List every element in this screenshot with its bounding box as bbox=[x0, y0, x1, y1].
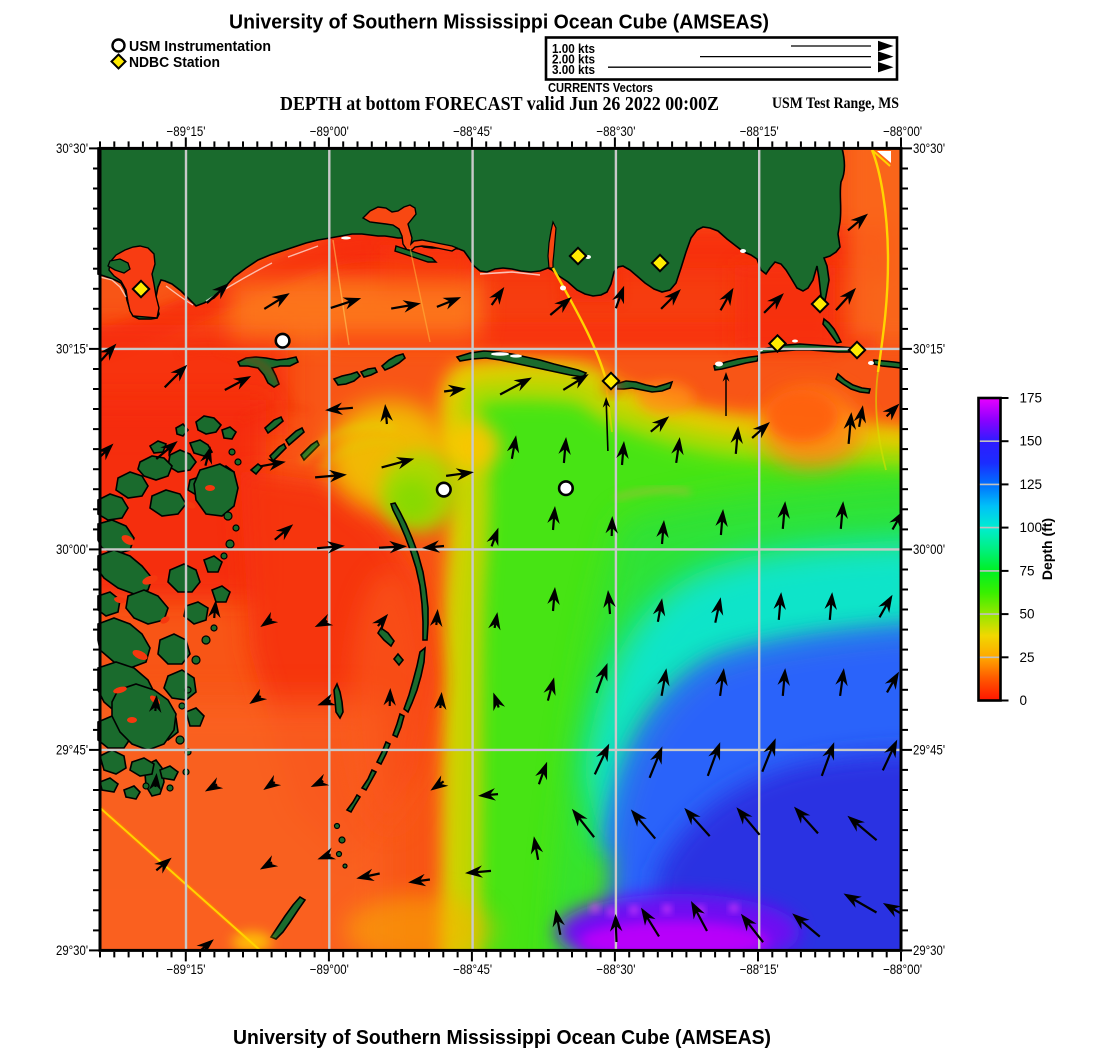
svg-text:−88°00': −88°00' bbox=[883, 962, 922, 977]
svg-text:−89°15': −89°15' bbox=[167, 962, 206, 977]
svg-text:USM Test Range, MS: USM Test Range, MS bbox=[772, 95, 899, 112]
svg-text:0: 0 bbox=[1020, 693, 1028, 708]
svg-text:30°00': 30°00' bbox=[56, 542, 88, 557]
svg-text:150: 150 bbox=[1020, 434, 1043, 449]
svg-text:−88°45': −88°45' bbox=[453, 124, 492, 139]
svg-text:DEPTH at bottom FORECAST valid: DEPTH at bottom FORECAST valid Jun 26 20… bbox=[280, 93, 719, 115]
svg-text:3.00 kts: 3.00 kts bbox=[552, 63, 595, 77]
svg-text:−88°15': −88°15' bbox=[740, 962, 779, 977]
svg-text:29°30': 29°30' bbox=[913, 943, 945, 958]
svg-text:30°15': 30°15' bbox=[56, 341, 88, 356]
svg-text:−88°30': −88°30' bbox=[596, 962, 635, 977]
svg-text:30°30': 30°30' bbox=[913, 141, 945, 156]
svg-text:75: 75 bbox=[1020, 563, 1035, 578]
svg-text:−89°15': −89°15' bbox=[167, 124, 206, 139]
svg-text:University of Southern Mississ: University of Southern Mississippi Ocean… bbox=[233, 1026, 771, 1049]
svg-text:2.00 kts: 2.00 kts bbox=[552, 53, 595, 67]
svg-text:30°00': 30°00' bbox=[913, 542, 945, 557]
svg-text:29°30': 29°30' bbox=[56, 943, 88, 958]
svg-text:NDBC Station: NDBC Station bbox=[129, 55, 220, 71]
svg-text:−88°00': −88°00' bbox=[883, 124, 922, 139]
svg-text:30°30': 30°30' bbox=[56, 141, 88, 156]
svg-text:175: 175 bbox=[1020, 391, 1043, 406]
svg-text:50: 50 bbox=[1020, 607, 1035, 622]
svg-text:−88°15': −88°15' bbox=[740, 124, 779, 139]
svg-text:−89°00': −89°00' bbox=[310, 124, 349, 139]
svg-text:CURRENTS Vectors: CURRENTS Vectors bbox=[548, 81, 653, 95]
svg-text:Depth (ft): Depth (ft) bbox=[1039, 518, 1055, 580]
svg-text:100: 100 bbox=[1020, 520, 1043, 535]
svg-text:−89°00': −89°00' bbox=[310, 962, 349, 977]
svg-text:30°15': 30°15' bbox=[913, 341, 945, 356]
svg-text:29°45': 29°45' bbox=[913, 742, 945, 757]
svg-text:−88°45': −88°45' bbox=[453, 962, 492, 977]
svg-text:−88°30': −88°30' bbox=[596, 124, 635, 139]
svg-text:125: 125 bbox=[1020, 477, 1043, 492]
svg-text:25: 25 bbox=[1020, 650, 1035, 665]
svg-text:University of Southern Mississ: University of Southern Mississippi Ocean… bbox=[229, 11, 769, 34]
svg-text:29°45': 29°45' bbox=[56, 742, 88, 757]
svg-text:1.00 kts: 1.00 kts bbox=[552, 42, 595, 56]
svg-text:USM Instrumentation: USM Instrumentation bbox=[129, 39, 271, 55]
